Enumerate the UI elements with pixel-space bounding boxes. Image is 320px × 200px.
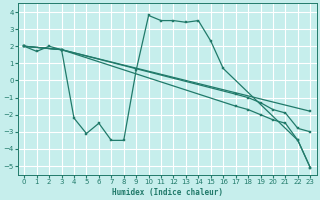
X-axis label: Humidex (Indice chaleur): Humidex (Indice chaleur) <box>112 188 223 197</box>
